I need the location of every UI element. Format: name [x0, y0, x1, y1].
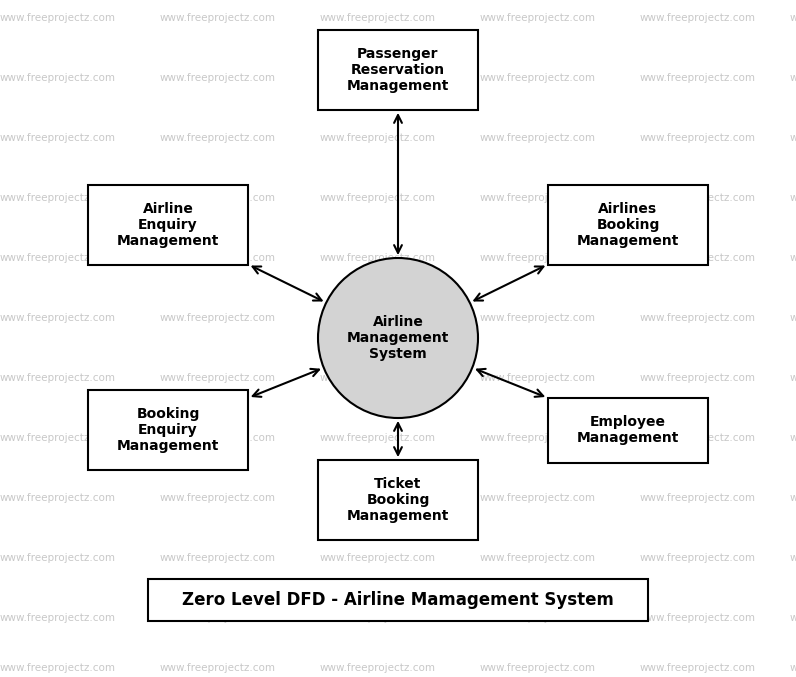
Text: www.freeprojectz.com: www.freeprojectz.com [0, 493, 116, 503]
Text: www.freeprojectz.com: www.freeprojectz.com [640, 373, 756, 383]
Text: www.freeprojectz.com: www.freeprojectz.com [160, 253, 276, 263]
Text: www.freeprojectz.com: www.freeprojectz.com [160, 553, 276, 563]
Text: www.freeprojectz.com: www.freeprojectz.com [790, 313, 796, 323]
Text: www.freeprojectz.com: www.freeprojectz.com [160, 133, 276, 143]
Text: Booking
Enquiry
Management: Booking Enquiry Management [117, 407, 219, 453]
Text: www.freeprojectz.com: www.freeprojectz.com [0, 133, 116, 143]
Text: www.freeprojectz.com: www.freeprojectz.com [480, 133, 596, 143]
Text: www.freeprojectz.com: www.freeprojectz.com [790, 73, 796, 83]
FancyBboxPatch shape [318, 460, 478, 540]
Text: www.freeprojectz.com: www.freeprojectz.com [480, 373, 596, 383]
Text: www.freeprojectz.com: www.freeprojectz.com [0, 73, 116, 83]
Text: Airline
Management
System: Airline Management System [347, 315, 449, 362]
Text: Ticket
Booking
Management: Ticket Booking Management [347, 477, 449, 523]
Text: www.freeprojectz.com: www.freeprojectz.com [790, 193, 796, 203]
Text: www.freeprojectz.com: www.freeprojectz.com [640, 493, 756, 503]
Text: www.freeprojectz.com: www.freeprojectz.com [320, 313, 436, 323]
Text: www.freeprojectz.com: www.freeprojectz.com [640, 433, 756, 443]
Text: www.freeprojectz.com: www.freeprojectz.com [480, 553, 596, 563]
Text: www.freeprojectz.com: www.freeprojectz.com [160, 663, 276, 673]
Text: www.freeprojectz.com: www.freeprojectz.com [640, 253, 756, 263]
Text: Passenger
Reservation
Management: Passenger Reservation Management [347, 47, 449, 93]
Text: Zero Level DFD - Airline Mamagement System: Zero Level DFD - Airline Mamagement Syst… [182, 591, 614, 609]
Text: www.freeprojectz.com: www.freeprojectz.com [320, 613, 436, 623]
Text: www.freeprojectz.com: www.freeprojectz.com [480, 493, 596, 503]
FancyBboxPatch shape [318, 30, 478, 110]
Text: www.freeprojectz.com: www.freeprojectz.com [0, 433, 116, 443]
Text: www.freeprojectz.com: www.freeprojectz.com [480, 13, 596, 23]
Text: www.freeprojectz.com: www.freeprojectz.com [640, 313, 756, 323]
Text: www.freeprojectz.com: www.freeprojectz.com [480, 73, 596, 83]
Text: www.freeprojectz.com: www.freeprojectz.com [640, 13, 756, 23]
Text: Airline
Enquiry
Management: Airline Enquiry Management [117, 202, 219, 248]
Text: www.freeprojectz.com: www.freeprojectz.com [790, 373, 796, 383]
FancyBboxPatch shape [88, 390, 248, 470]
Text: Airlines
Booking
Management: Airlines Booking Management [577, 202, 679, 248]
Text: www.freeprojectz.com: www.freeprojectz.com [320, 433, 436, 443]
Text: www.freeprojectz.com: www.freeprojectz.com [0, 313, 116, 323]
Text: www.freeprojectz.com: www.freeprojectz.com [790, 613, 796, 623]
FancyBboxPatch shape [148, 579, 648, 621]
Text: www.freeprojectz.com: www.freeprojectz.com [790, 493, 796, 503]
Text: www.freeprojectz.com: www.freeprojectz.com [320, 133, 436, 143]
Text: www.freeprojectz.com: www.freeprojectz.com [160, 73, 276, 83]
Text: www.freeprojectz.com: www.freeprojectz.com [480, 433, 596, 443]
Circle shape [318, 258, 478, 418]
Text: www.freeprojectz.com: www.freeprojectz.com [480, 193, 596, 203]
Text: www.freeprojectz.com: www.freeprojectz.com [320, 73, 436, 83]
Text: www.freeprojectz.com: www.freeprojectz.com [0, 373, 116, 383]
Text: www.freeprojectz.com: www.freeprojectz.com [790, 13, 796, 23]
FancyBboxPatch shape [548, 397, 708, 462]
FancyBboxPatch shape [88, 185, 248, 265]
Text: www.freeprojectz.com: www.freeprojectz.com [0, 663, 116, 673]
Text: www.freeprojectz.com: www.freeprojectz.com [160, 433, 276, 443]
Text: www.freeprojectz.com: www.freeprojectz.com [0, 193, 116, 203]
Text: www.freeprojectz.com: www.freeprojectz.com [790, 663, 796, 673]
Text: www.freeprojectz.com: www.freeprojectz.com [160, 493, 276, 503]
Text: www.freeprojectz.com: www.freeprojectz.com [480, 313, 596, 323]
Text: www.freeprojectz.com: www.freeprojectz.com [320, 253, 436, 263]
Text: www.freeprojectz.com: www.freeprojectz.com [160, 193, 276, 203]
Text: www.freeprojectz.com: www.freeprojectz.com [160, 313, 276, 323]
Text: www.freeprojectz.com: www.freeprojectz.com [0, 613, 116, 623]
Text: www.freeprojectz.com: www.freeprojectz.com [480, 253, 596, 263]
Text: www.freeprojectz.com: www.freeprojectz.com [640, 663, 756, 673]
Text: Employee
Management: Employee Management [577, 415, 679, 445]
Text: www.freeprojectz.com: www.freeprojectz.com [320, 13, 436, 23]
Text: www.freeprojectz.com: www.freeprojectz.com [790, 133, 796, 143]
Text: www.freeprojectz.com: www.freeprojectz.com [0, 253, 116, 263]
Text: www.freeprojectz.com: www.freeprojectz.com [790, 433, 796, 443]
Text: www.freeprojectz.com: www.freeprojectz.com [790, 253, 796, 263]
Text: www.freeprojectz.com: www.freeprojectz.com [640, 193, 756, 203]
Text: www.freeprojectz.com: www.freeprojectz.com [0, 553, 116, 563]
Text: www.freeprojectz.com: www.freeprojectz.com [320, 493, 436, 503]
Text: www.freeprojectz.com: www.freeprojectz.com [480, 613, 596, 623]
Text: www.freeprojectz.com: www.freeprojectz.com [160, 13, 276, 23]
Text: www.freeprojectz.com: www.freeprojectz.com [320, 663, 436, 673]
Text: www.freeprojectz.com: www.freeprojectz.com [320, 553, 436, 563]
Text: www.freeprojectz.com: www.freeprojectz.com [480, 663, 596, 673]
Text: www.freeprojectz.com: www.freeprojectz.com [640, 553, 756, 563]
Text: www.freeprojectz.com: www.freeprojectz.com [640, 613, 756, 623]
Text: www.freeprojectz.com: www.freeprojectz.com [160, 373, 276, 383]
Text: www.freeprojectz.com: www.freeprojectz.com [790, 553, 796, 563]
Text: www.freeprojectz.com: www.freeprojectz.com [320, 373, 436, 383]
Text: www.freeprojectz.com: www.freeprojectz.com [640, 133, 756, 143]
Text: www.freeprojectz.com: www.freeprojectz.com [160, 613, 276, 623]
Text: www.freeprojectz.com: www.freeprojectz.com [0, 13, 116, 23]
Text: www.freeprojectz.com: www.freeprojectz.com [640, 73, 756, 83]
Text: www.freeprojectz.com: www.freeprojectz.com [320, 193, 436, 203]
FancyBboxPatch shape [548, 185, 708, 265]
